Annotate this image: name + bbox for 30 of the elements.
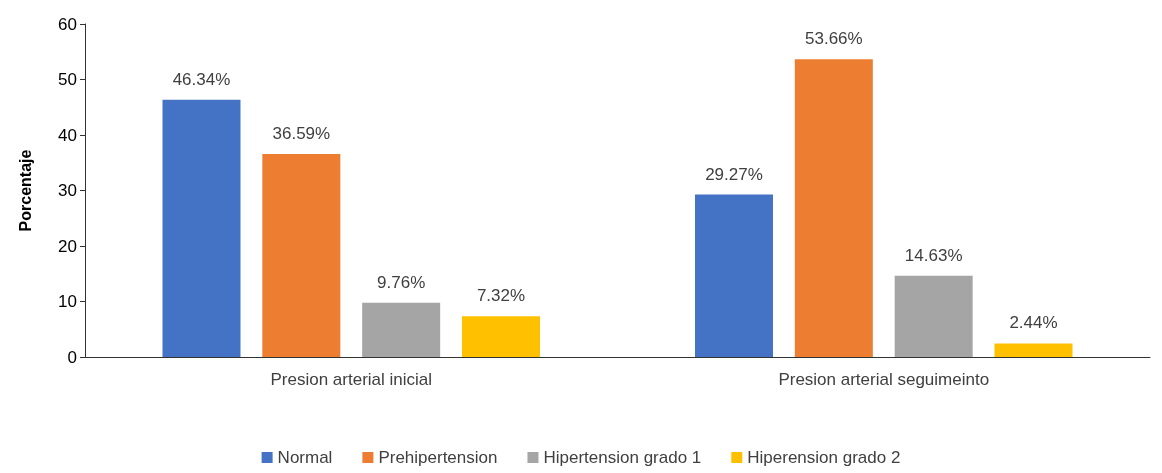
x-tick-label: Presion arterial seguimeinto (778, 370, 990, 389)
data-label: 53.66% (804, 29, 863, 49)
data-label: 2.44% (1009, 313, 1058, 333)
data-label: 29.27% (705, 164, 763, 184)
bar (994, 343, 1073, 357)
legend-label: Normal (277, 448, 333, 467)
y-tick-label: 60 (58, 14, 77, 34)
y-tick-label: 50 (58, 70, 77, 89)
bar (462, 316, 541, 357)
data-label: 46.34% (172, 69, 231, 89)
y-tick-label: 40 (58, 125, 77, 145)
data-label: 36.59% (272, 123, 331, 143)
bar (162, 99, 241, 357)
y-axis-title: Porcentaje (16, 149, 34, 232)
y-tick-label: 0 (67, 347, 77, 367)
y-tick-label: 30 (58, 181, 77, 200)
legend-label: Hiperension grado 2 (747, 448, 901, 467)
bar (694, 194, 773, 357)
data-label: 9.76% (377, 272, 426, 292)
legend-label: Prehipertension (378, 448, 498, 467)
bar (362, 302, 441, 357)
y-tick-label: 20 (58, 236, 77, 256)
bar (262, 153, 341, 357)
legend-label: Hipertension grado 1 (543, 448, 702, 467)
bar (794, 59, 873, 357)
data-label: 14.63% (904, 245, 963, 265)
data-label: 7.32% (476, 286, 526, 306)
y-tick-label: 10 (58, 292, 77, 311)
bar (894, 275, 973, 357)
x-tick-label: Presion arterial inicial (270, 370, 433, 389)
